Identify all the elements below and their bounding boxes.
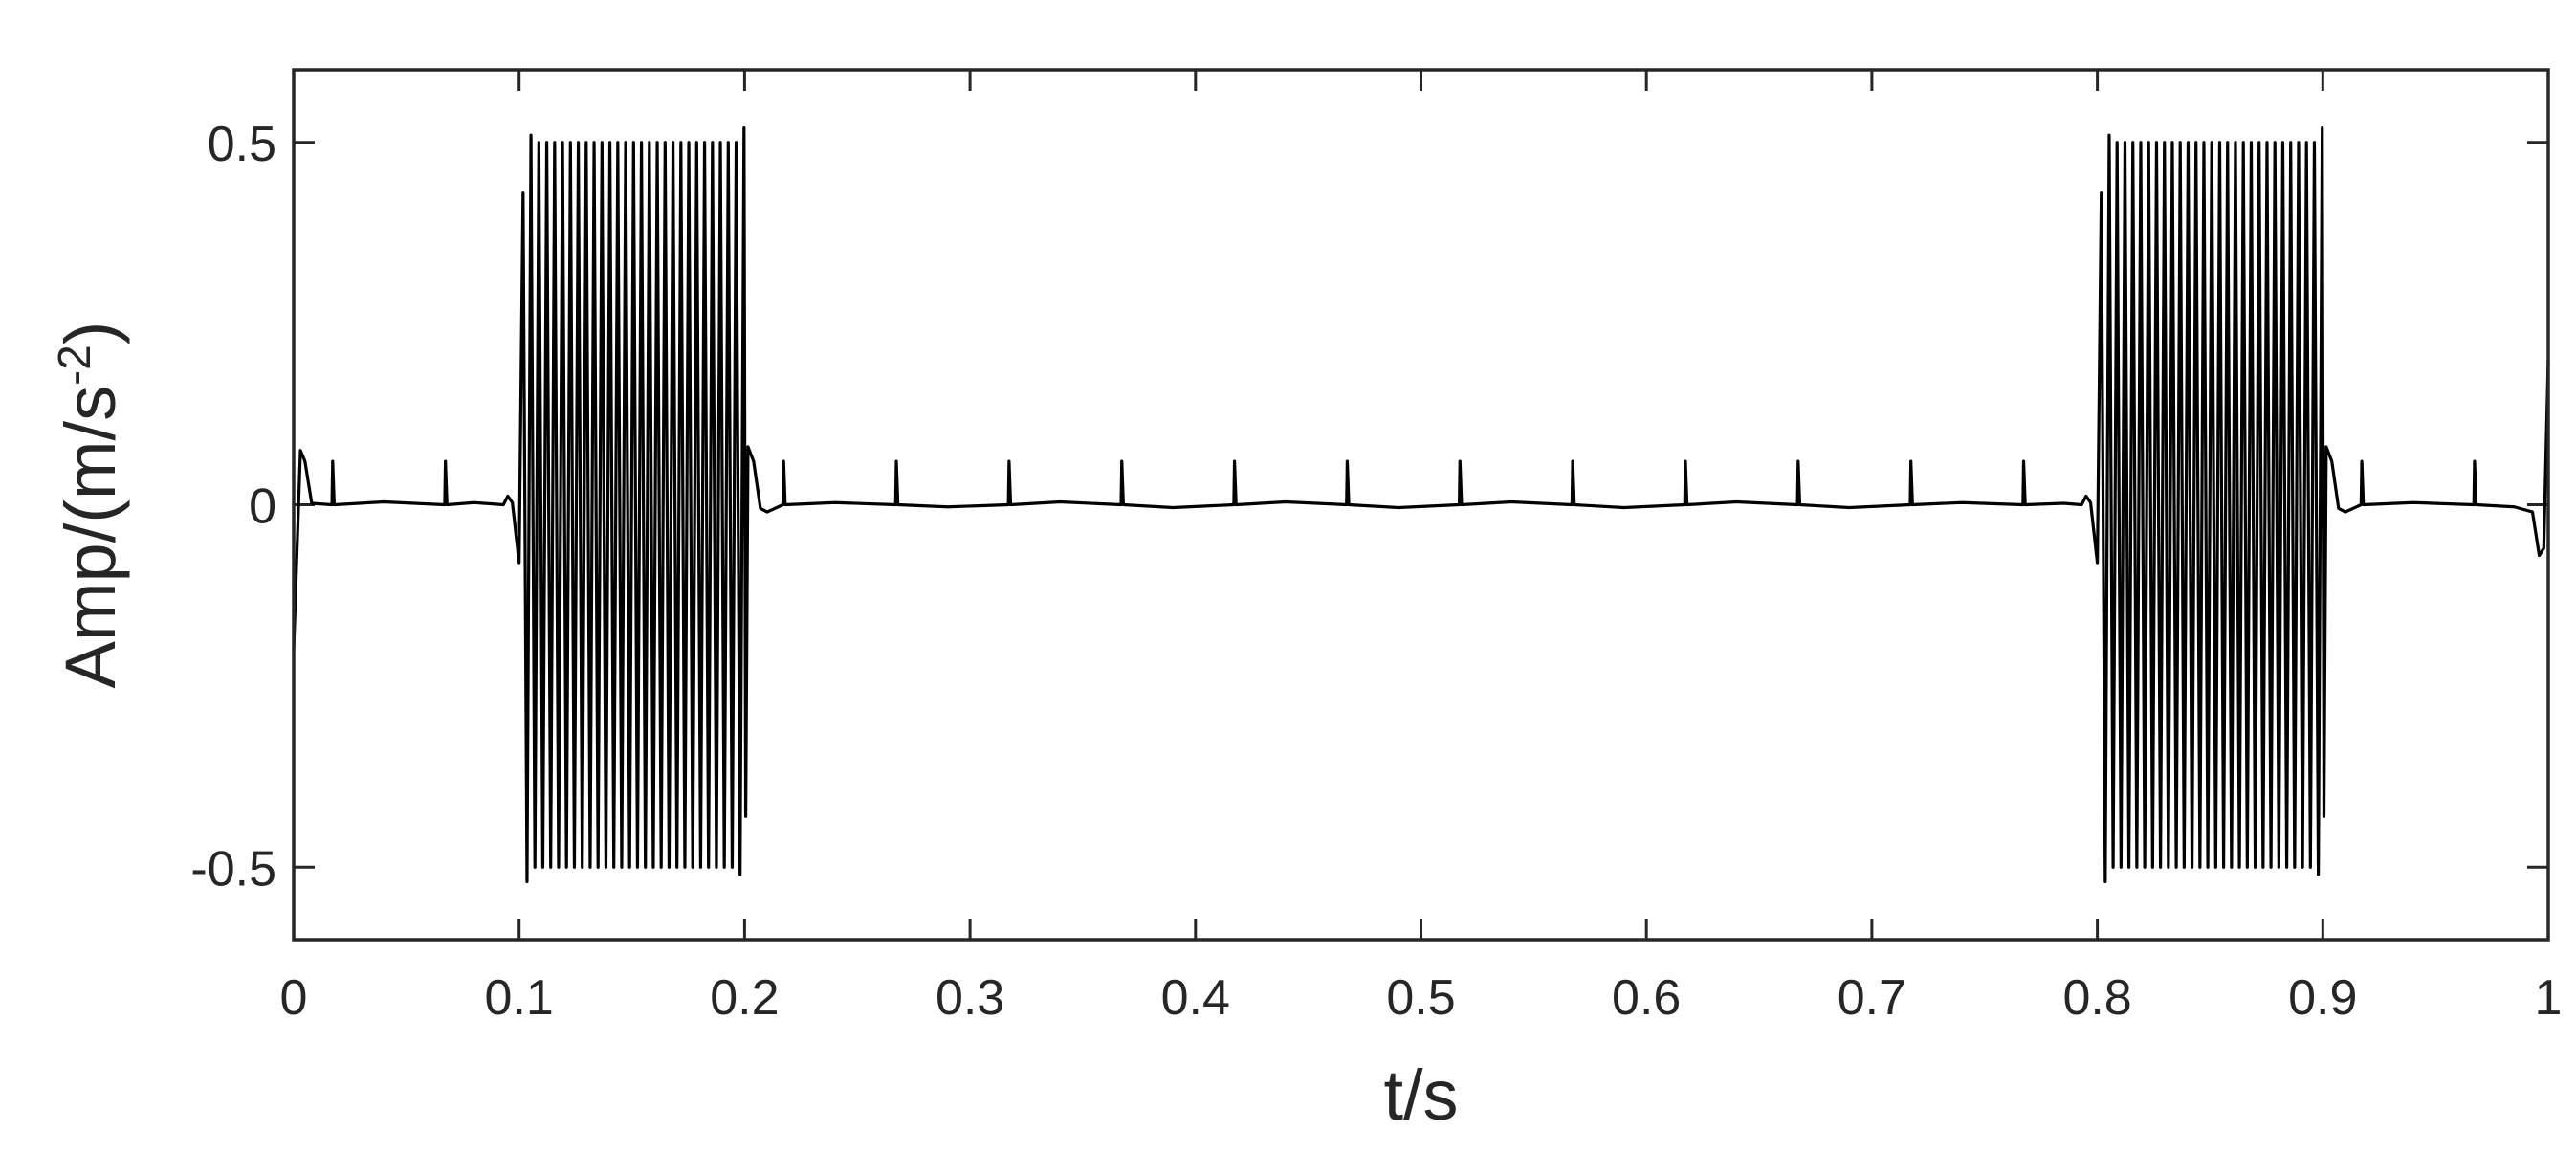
x-tick-label: 1 [2535, 970, 2563, 1026]
y-tick-label: 0.5 [208, 117, 276, 172]
y-label-base: Amp/(m/s [51, 386, 130, 689]
y-tick-label: 0 [249, 479, 276, 535]
y-tick-label: -0.5 [190, 841, 276, 897]
y-label-sup: -2 [50, 344, 100, 386]
plot-area [292, 126, 2550, 883]
x-axis-label: t/s [1383, 1055, 1458, 1135]
x-tick-label: 0.7 [1838, 970, 1906, 1026]
x-tick-label: 0.9 [2288, 970, 2357, 1026]
y-axis-label: Amp/(m/s-2) [50, 322, 131, 689]
x-tick-label: 0.5 [1386, 970, 1455, 1026]
x-tick-label: 0.4 [1161, 970, 1230, 1026]
axes-box [292, 68, 2550, 942]
x-tick-label: 0.2 [710, 970, 779, 1026]
x-tick-label: 0.1 [485, 970, 554, 1026]
x-tick-label: 0.3 [936, 970, 1004, 1026]
x-tick-label: 0.6 [1612, 970, 1681, 1026]
x-tick-label: 0 [280, 970, 308, 1026]
signal-line [292, 126, 2550, 883]
x-tick-label: 0.8 [2062, 970, 2131, 1026]
y-label-close: ) [51, 322, 130, 345]
